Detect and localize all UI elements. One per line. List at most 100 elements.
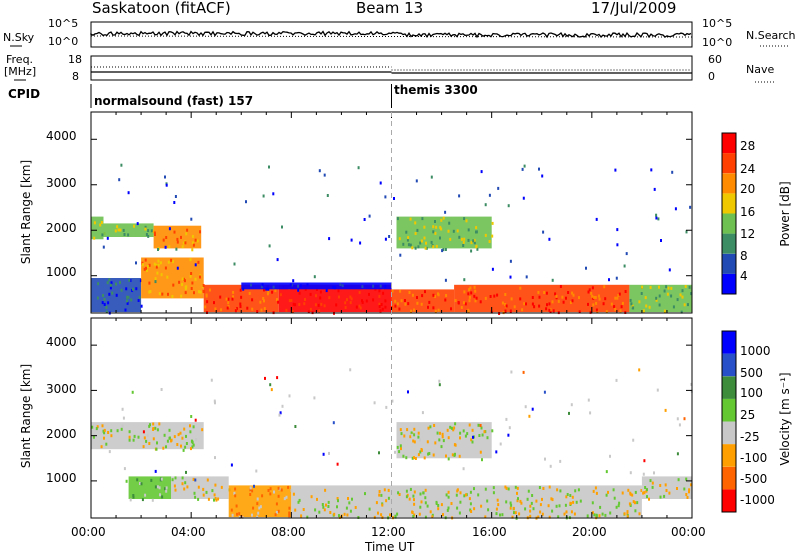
power-echo-speckle <box>493 294 496 298</box>
power-echo-speckle <box>440 227 443 231</box>
velocity-scatter-echo <box>264 376 266 380</box>
power-echo-speckle <box>234 309 237 313</box>
velocity-echo-speckle <box>459 436 461 440</box>
power-scatter-echo <box>623 264 626 268</box>
velocity-colorbar-swatch <box>722 444 736 467</box>
power-echo-speckle <box>323 304 326 308</box>
velocity-echo-speckle <box>142 445 145 449</box>
velocity-echo-speckle <box>170 438 173 442</box>
velocity-scatter-echo <box>690 382 693 386</box>
velocity-echo-speckle <box>396 445 399 449</box>
power-echo-speckle <box>402 242 405 246</box>
velocity-echo-speckle <box>166 439 169 443</box>
power-echo-speckle <box>414 246 417 250</box>
velocity-scatter-echo <box>168 428 171 432</box>
power-echo-speckle <box>239 302 242 306</box>
velocity-colorbar-swatch <box>722 376 736 399</box>
velocity-scatter-echo <box>349 368 352 372</box>
freq-panel-frame <box>90 55 693 81</box>
velocity-scatter-echo <box>510 370 513 374</box>
power-echo-speckle <box>595 308 598 312</box>
power-echo-speckle <box>193 291 195 295</box>
velocity-echo-speckle <box>150 478 153 482</box>
velocity-echo-speckle <box>396 512 399 516</box>
power-echo-speckle <box>119 228 122 232</box>
velocity-echo-speckle <box>442 513 444 517</box>
power-scatter-echo <box>262 194 265 198</box>
power-echo-speckle <box>423 225 426 229</box>
velocity-echo-speckle <box>102 429 105 433</box>
velocity-echo-speckle <box>283 497 286 501</box>
velocity-echo-speckle <box>378 493 381 497</box>
power-ytick-4000: 4000 <box>46 129 77 143</box>
power-echo-speckle <box>488 240 491 243</box>
velocity-echo-speckle <box>136 478 139 482</box>
power-echo-speckle <box>432 306 435 310</box>
power-echo-speckle <box>562 300 565 304</box>
power-echo-speckle <box>105 306 108 309</box>
power-echo-speckle <box>432 225 435 229</box>
velocity-echo-speckle <box>501 513 504 517</box>
velocity-echo-speckle <box>634 501 636 505</box>
velocity-echo-speckle <box>280 488 283 492</box>
velocity-scatter-echo <box>123 467 126 471</box>
power-echo-speckle <box>128 278 131 282</box>
velocity-echo-speckle <box>439 431 441 435</box>
velocity-echo-speckle <box>643 491 646 495</box>
power-echo-speckle <box>533 305 536 309</box>
velocity-echo-speckle <box>251 513 253 517</box>
power-echo-speckle <box>591 286 594 290</box>
power-echo-speckle <box>588 288 591 292</box>
velocity-scatter-echo <box>269 383 272 387</box>
power-echo-speckle <box>103 297 106 301</box>
velocity-echo-speckle <box>95 427 98 431</box>
velocity-echo-speckle <box>477 423 480 427</box>
power-echo-speckle <box>613 305 616 309</box>
power-echo-speckle <box>440 218 443 222</box>
velocity-echo-speckle <box>612 488 615 492</box>
power-echo-speckle <box>259 300 262 304</box>
power-echo-speckle <box>421 217 424 221</box>
power-scatter-echo <box>509 259 512 263</box>
power-echo-speckle <box>153 262 156 266</box>
power-echo-speckle <box>150 229 153 233</box>
velocity-echo-speckle <box>128 430 131 434</box>
velocity-colorbar-swatch <box>722 331 736 354</box>
velocity-echo-region-4 <box>291 485 642 518</box>
velocity-echo-speckle <box>380 513 383 517</box>
power-echo-speckle <box>185 285 188 289</box>
power-echo-speckle <box>644 296 647 300</box>
power-echo-speckle <box>437 293 440 297</box>
velocity-echo-speckle <box>310 495 313 499</box>
power-scatter-echo <box>136 222 139 226</box>
power-colorbar-swatch <box>722 133 736 154</box>
power-echo-speckle <box>434 220 436 223</box>
velocity-echo-speckle <box>405 495 408 499</box>
power-echo-speckle <box>458 235 461 239</box>
power-echo-speckle <box>110 281 113 285</box>
velocity-echo-speckle <box>542 487 545 490</box>
velocity-echo-speckle <box>446 428 449 432</box>
power-scatter-echo <box>614 168 617 172</box>
velocity-echo-speckle <box>399 428 402 432</box>
power-echo-speckle <box>108 292 111 296</box>
power-echo-speckle <box>545 291 548 295</box>
velocity-echo-speckle <box>419 505 422 509</box>
velocity-cb-label: Velocity [m s⁻¹] <box>778 372 792 466</box>
velocity-echo-speckle <box>527 489 530 493</box>
freq-label: Freq. <box>6 53 34 66</box>
velocity-echo-speckle <box>165 489 168 493</box>
velocity-echo-speckle <box>400 447 402 451</box>
power-echo-speckle <box>115 293 118 297</box>
velocity-scatter-echo <box>194 478 197 482</box>
power-echo-speckle <box>645 304 648 308</box>
velocity-echo-speckle <box>492 491 495 495</box>
velocity-echo-speckle <box>96 425 99 429</box>
velocity-scatter-echo <box>543 390 546 394</box>
power-echo-speckle <box>178 280 181 284</box>
power-scatter-echo <box>484 203 487 207</box>
power-echo-speckle <box>378 305 381 308</box>
power-echo-speckle <box>93 236 96 240</box>
velocity-scatter-echo <box>336 462 339 466</box>
